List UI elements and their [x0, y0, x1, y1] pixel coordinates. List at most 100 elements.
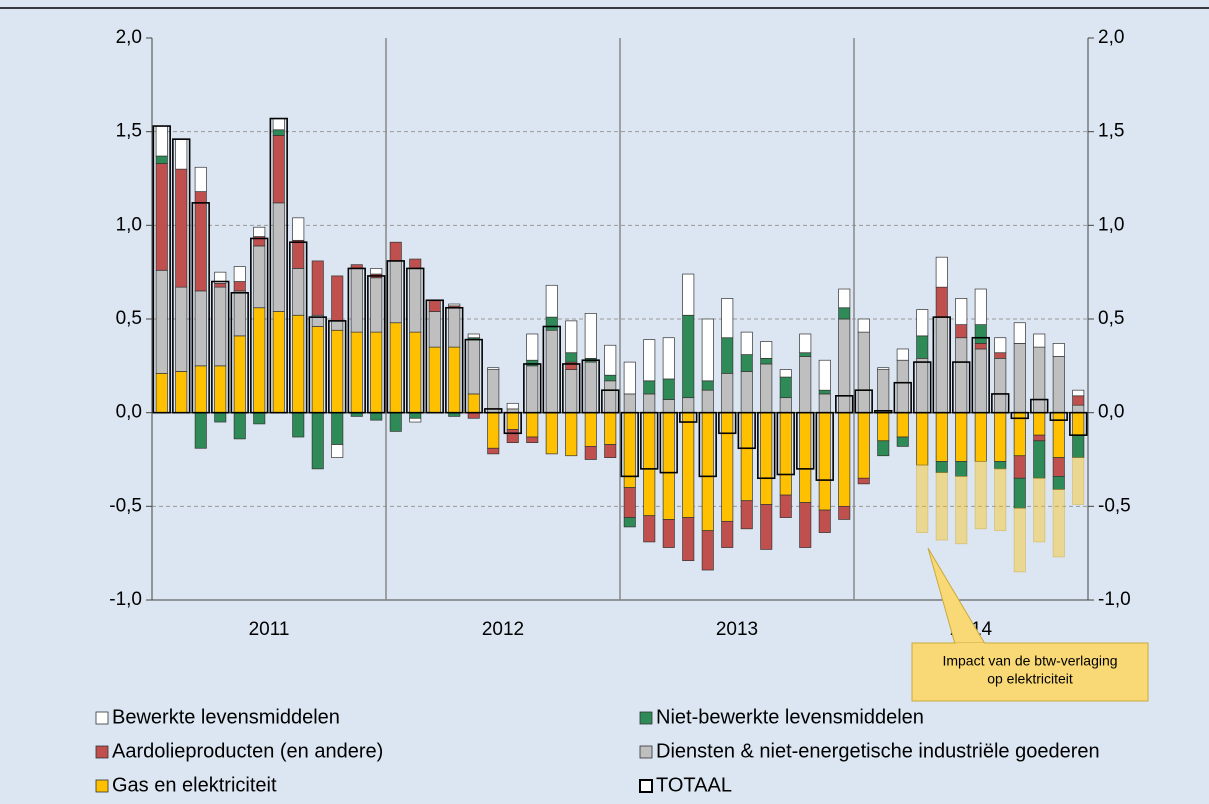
- y2-tick-label: 0,0: [1098, 402, 1124, 423]
- bar-segment: [526, 359, 539, 367]
- bar-segment: [857, 412, 870, 479]
- bar-segment: [701, 380, 714, 391]
- bar-segment: [409, 331, 422, 414]
- bar-segment: [662, 378, 675, 400]
- bar-segment: [916, 335, 929, 359]
- y-tick-label: 0,0: [116, 402, 142, 423]
- bar-segment: [487, 367, 500, 370]
- total-bar: [913, 361, 932, 414]
- bar-segment: [896, 348, 909, 361]
- legend-label: Diensten & niet-energetische industriële…: [656, 740, 1100, 762]
- bar-segment: [194, 412, 207, 449]
- bar-segment: [604, 380, 617, 414]
- bar-segment: [331, 444, 344, 458]
- legend-swatch: [95, 745, 109, 759]
- bar-segment: [799, 356, 812, 414]
- bar-segment: [565, 412, 578, 457]
- bar-segment: [1052, 457, 1065, 477]
- total-bar: [874, 409, 893, 414]
- bar-segment: [292, 412, 305, 438]
- total-bar: [796, 411, 815, 470]
- bar-segment: [1013, 477, 1026, 509]
- bar-segment: [896, 412, 909, 438]
- bar-segment: [857, 331, 870, 414]
- bar-segment: [838, 307, 851, 320]
- total-bar: [932, 316, 951, 414]
- legend-label: Gas en elektriciteit: [112, 774, 277, 796]
- bar-segment: [701, 412, 714, 532]
- total-bar: [289, 241, 308, 414]
- bar-segment: [1013, 322, 1026, 344]
- bar-segment: [662, 337, 675, 380]
- bar-segment: [331, 329, 344, 414]
- bar-segment: [955, 337, 968, 414]
- bar-segment: [994, 461, 1007, 470]
- bar-segment: [175, 286, 188, 372]
- bar-segment: [877, 440, 890, 457]
- bar-segment: [740, 371, 753, 414]
- bar-segment: [487, 369, 500, 414]
- bar-segment: [253, 412, 266, 425]
- bar-segment: [506, 412, 519, 430]
- legend-swatch: [639, 711, 653, 725]
- bar-segment: [526, 412, 539, 438]
- bar-segment: [565, 369, 578, 414]
- bar-segment: [994, 337, 1007, 354]
- bar-segment: [935, 286, 948, 318]
- bar-segment: [448, 307, 461, 348]
- impact-bar: [1033, 477, 1046, 543]
- total-bar: [152, 125, 171, 414]
- bar-segment: [565, 352, 578, 363]
- bar-segment: [155, 372, 168, 414]
- bar-segment: [331, 320, 344, 331]
- bar-segment: [916, 309, 929, 337]
- bar-segment: [448, 346, 461, 414]
- bar-segment: [818, 389, 831, 395]
- bar-segment: [292, 314, 305, 414]
- plot-area: -1,0 -1,0 -0,5 -0,5 0,0 0,0 0,5 0,5 1,0 1,0 1,5 1,5…: [109, 27, 1131, 640]
- bar-segment: [740, 412, 753, 502]
- bar-segment: [292, 239, 305, 269]
- bar-segment: [838, 505, 851, 520]
- bar-segment: [389, 241, 402, 262]
- legend-swatch: [639, 779, 653, 793]
- y2-tick-label: -1,0: [1098, 589, 1131, 610]
- total-bar: [484, 408, 503, 414]
- total-bar: [386, 260, 405, 414]
- bar-segment: [643, 393, 656, 414]
- y-tick-label: -1,0: [109, 589, 142, 610]
- bar-segment: [194, 191, 207, 292]
- bar-segment: [370, 268, 383, 275]
- bar-segment: [253, 226, 266, 237]
- total-bar: [991, 393, 1010, 414]
- total-bar: [308, 316, 327, 414]
- total-bar: [347, 267, 366, 414]
- bar-segment: [701, 318, 714, 382]
- y2-tick-label: 1,5: [1098, 121, 1124, 142]
- bar-segment: [935, 256, 948, 288]
- bar-segment: [740, 331, 753, 355]
- bar-segment: [448, 303, 461, 307]
- bar-segment: [643, 339, 656, 382]
- total-bar: [269, 117, 288, 414]
- total-bar: [1049, 411, 1068, 421]
- bar-segment: [1072, 389, 1085, 397]
- bar-segment: [1033, 333, 1046, 348]
- total-bar: [776, 411, 795, 476]
- bar-segment: [409, 268, 422, 333]
- total-bar: [406, 267, 425, 414]
- bar-segment: [779, 369, 792, 378]
- total-bar: [562, 363, 581, 414]
- y-tick-label: -0,5: [109, 495, 142, 516]
- bar-segment: [604, 344, 617, 376]
- bar-segment: [272, 129, 285, 136]
- bar-segment: [272, 118, 285, 131]
- bar-segment: [1013, 412, 1026, 457]
- callout-pointer: [927, 547, 986, 645]
- bar-segment: [799, 412, 812, 503]
- bar-segment: [682, 273, 695, 316]
- bar-segment: [545, 284, 558, 318]
- y2-tick-label: 1,0: [1098, 214, 1124, 235]
- bar-segment: [604, 412, 617, 445]
- bar-segment: [350, 331, 363, 414]
